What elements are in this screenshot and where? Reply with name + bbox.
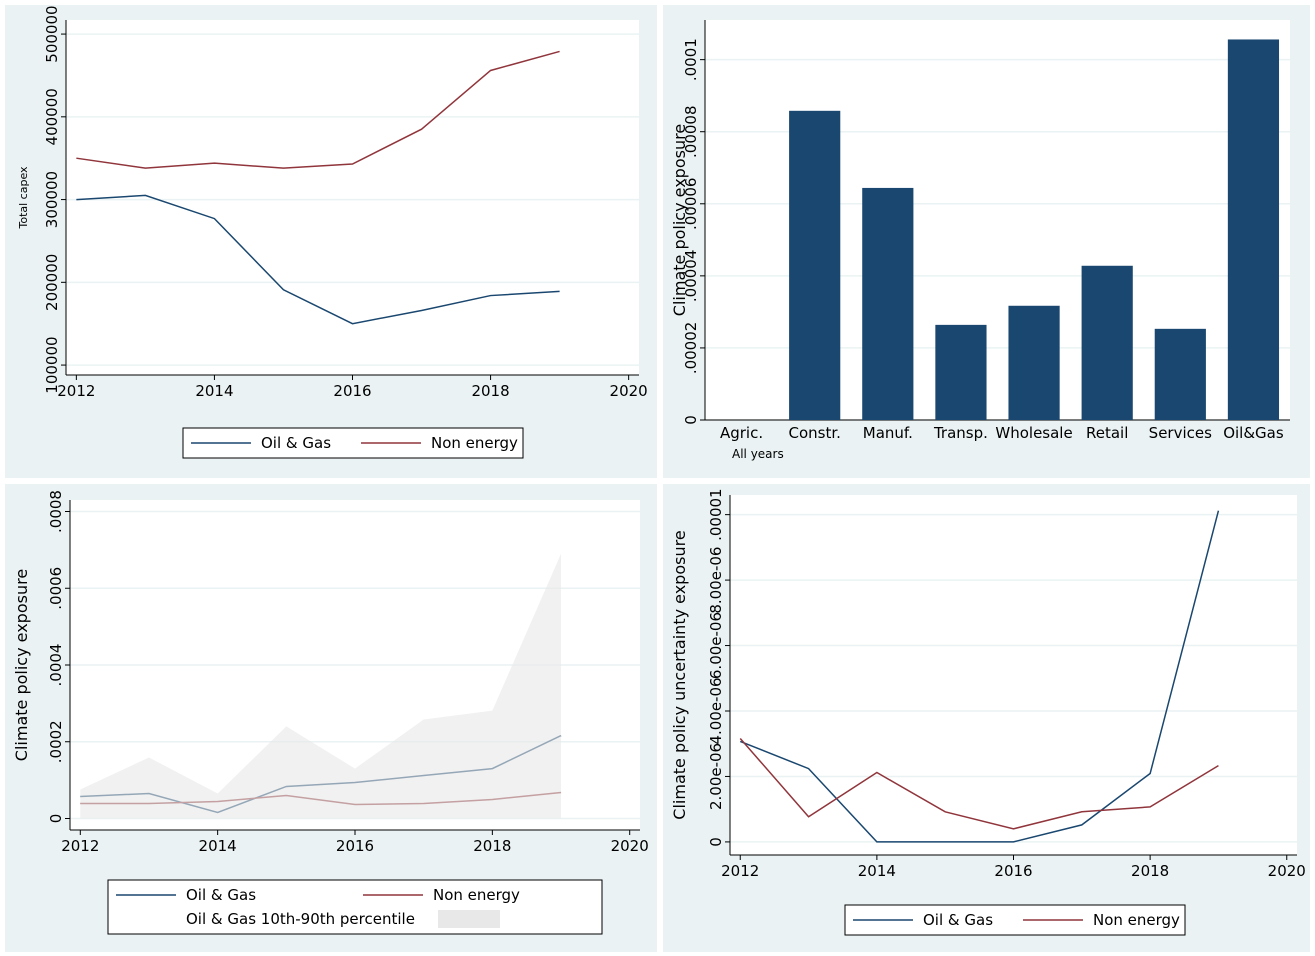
x-tick-label: 2014 [199, 837, 237, 855]
plot-area [66, 20, 639, 375]
y-axis-label: Climate policy exposure [12, 569, 31, 761]
y-tick-label: 6.00e-06 [707, 612, 725, 679]
legend-label: Non energy [431, 434, 518, 452]
note: All years [732, 447, 784, 461]
y-tick-label: .0001 [682, 38, 700, 81]
x-tick-label: 2018 [471, 382, 509, 400]
percentile-band [80, 553, 562, 819]
x-tick-label: 2020 [611, 837, 649, 855]
x-tick-label: Retail [1086, 424, 1128, 442]
y-tick-label: 200000 [43, 254, 61, 311]
x-tick-label: 2016 [333, 382, 371, 400]
y-tick-label: .0002 [47, 720, 65, 763]
y-tick-label: 100000 [43, 336, 61, 393]
x-tick-label: Wholesale [995, 424, 1072, 442]
legend-box [107, 879, 603, 935]
y-tick-label: 0 [707, 837, 725, 847]
y-tick-label: 8.00e-06 [707, 547, 725, 614]
x-tick-label: Agric. [720, 424, 763, 442]
y-tick-label: 300000 [43, 171, 61, 228]
x-tick-label: 2020 [1268, 862, 1306, 880]
x-tick-label: 2016 [994, 862, 1032, 880]
y-tick-label: 500000 [43, 5, 61, 62]
y-tick-label: 2.00e-06 [707, 743, 725, 810]
bar [935, 324, 987, 420]
y-tick-label: .0008 [47, 490, 65, 533]
x-tick-label: 2012 [61, 837, 99, 855]
legend-label: Oil & Gas [261, 434, 331, 452]
bar [1008, 305, 1060, 420]
bar [1154, 328, 1206, 420]
bar [1227, 39, 1280, 420]
x-tick-label: 2018 [473, 837, 511, 855]
y-tick-label: 400000 [43, 88, 61, 145]
plot-area [730, 495, 1297, 855]
x-tick-label: Constr. [788, 424, 840, 442]
y-axis-label: Climate policy uncertainty exposure [670, 530, 689, 819]
bar [862, 187, 914, 420]
y-tick-label: 4.00e-06 [707, 677, 725, 744]
legend-label: Non energy [433, 886, 520, 904]
legend-label: Non energy [1093, 911, 1180, 929]
x-tick-label: 2018 [1131, 862, 1169, 880]
x-tick-label: Manuf. [863, 424, 913, 442]
x-tick-label: 2014 [195, 382, 233, 400]
y-tick-label: 0 [682, 415, 700, 425]
legend-label: Oil & Gas [923, 911, 993, 929]
y-tick-label: .00008 [682, 105, 700, 158]
y-tick-label: 0 [47, 814, 65, 824]
legend-label: Oil & Gas 10th-90th percentile [186, 910, 415, 928]
y-axis-label: Climate policy exposure [670, 124, 689, 316]
series-line [76, 194, 560, 325]
series-line [739, 510, 1220, 843]
y-tick-label: .0004 [47, 644, 65, 687]
x-tick-label: Transp. [933, 424, 988, 442]
x-tick-label: 2020 [610, 382, 648, 400]
y-tick-label: .00006 [682, 178, 700, 231]
x-tick-label: 2014 [858, 862, 896, 880]
series-line [739, 737, 1219, 830]
x-tick-label: Oil&Gas [1223, 424, 1284, 442]
y-tick-label: .0006 [47, 567, 65, 610]
x-tick-label: Services [1149, 424, 1212, 442]
series-line [76, 50, 560, 169]
y-axis-label: Total capex [17, 166, 30, 230]
y-tick-label: .00001 [707, 488, 725, 541]
bar [1081, 265, 1133, 420]
x-tick-label: 2016 [336, 837, 374, 855]
y-tick-label: .00004 [682, 250, 700, 303]
legend-swatch [438, 910, 500, 928]
x-tick-label: 2012 [57, 382, 95, 400]
x-tick-label: 2012 [721, 862, 759, 880]
y-tick-label: .00002 [682, 322, 700, 375]
legend-label: Oil & Gas [186, 886, 256, 904]
bar [789, 110, 841, 420]
